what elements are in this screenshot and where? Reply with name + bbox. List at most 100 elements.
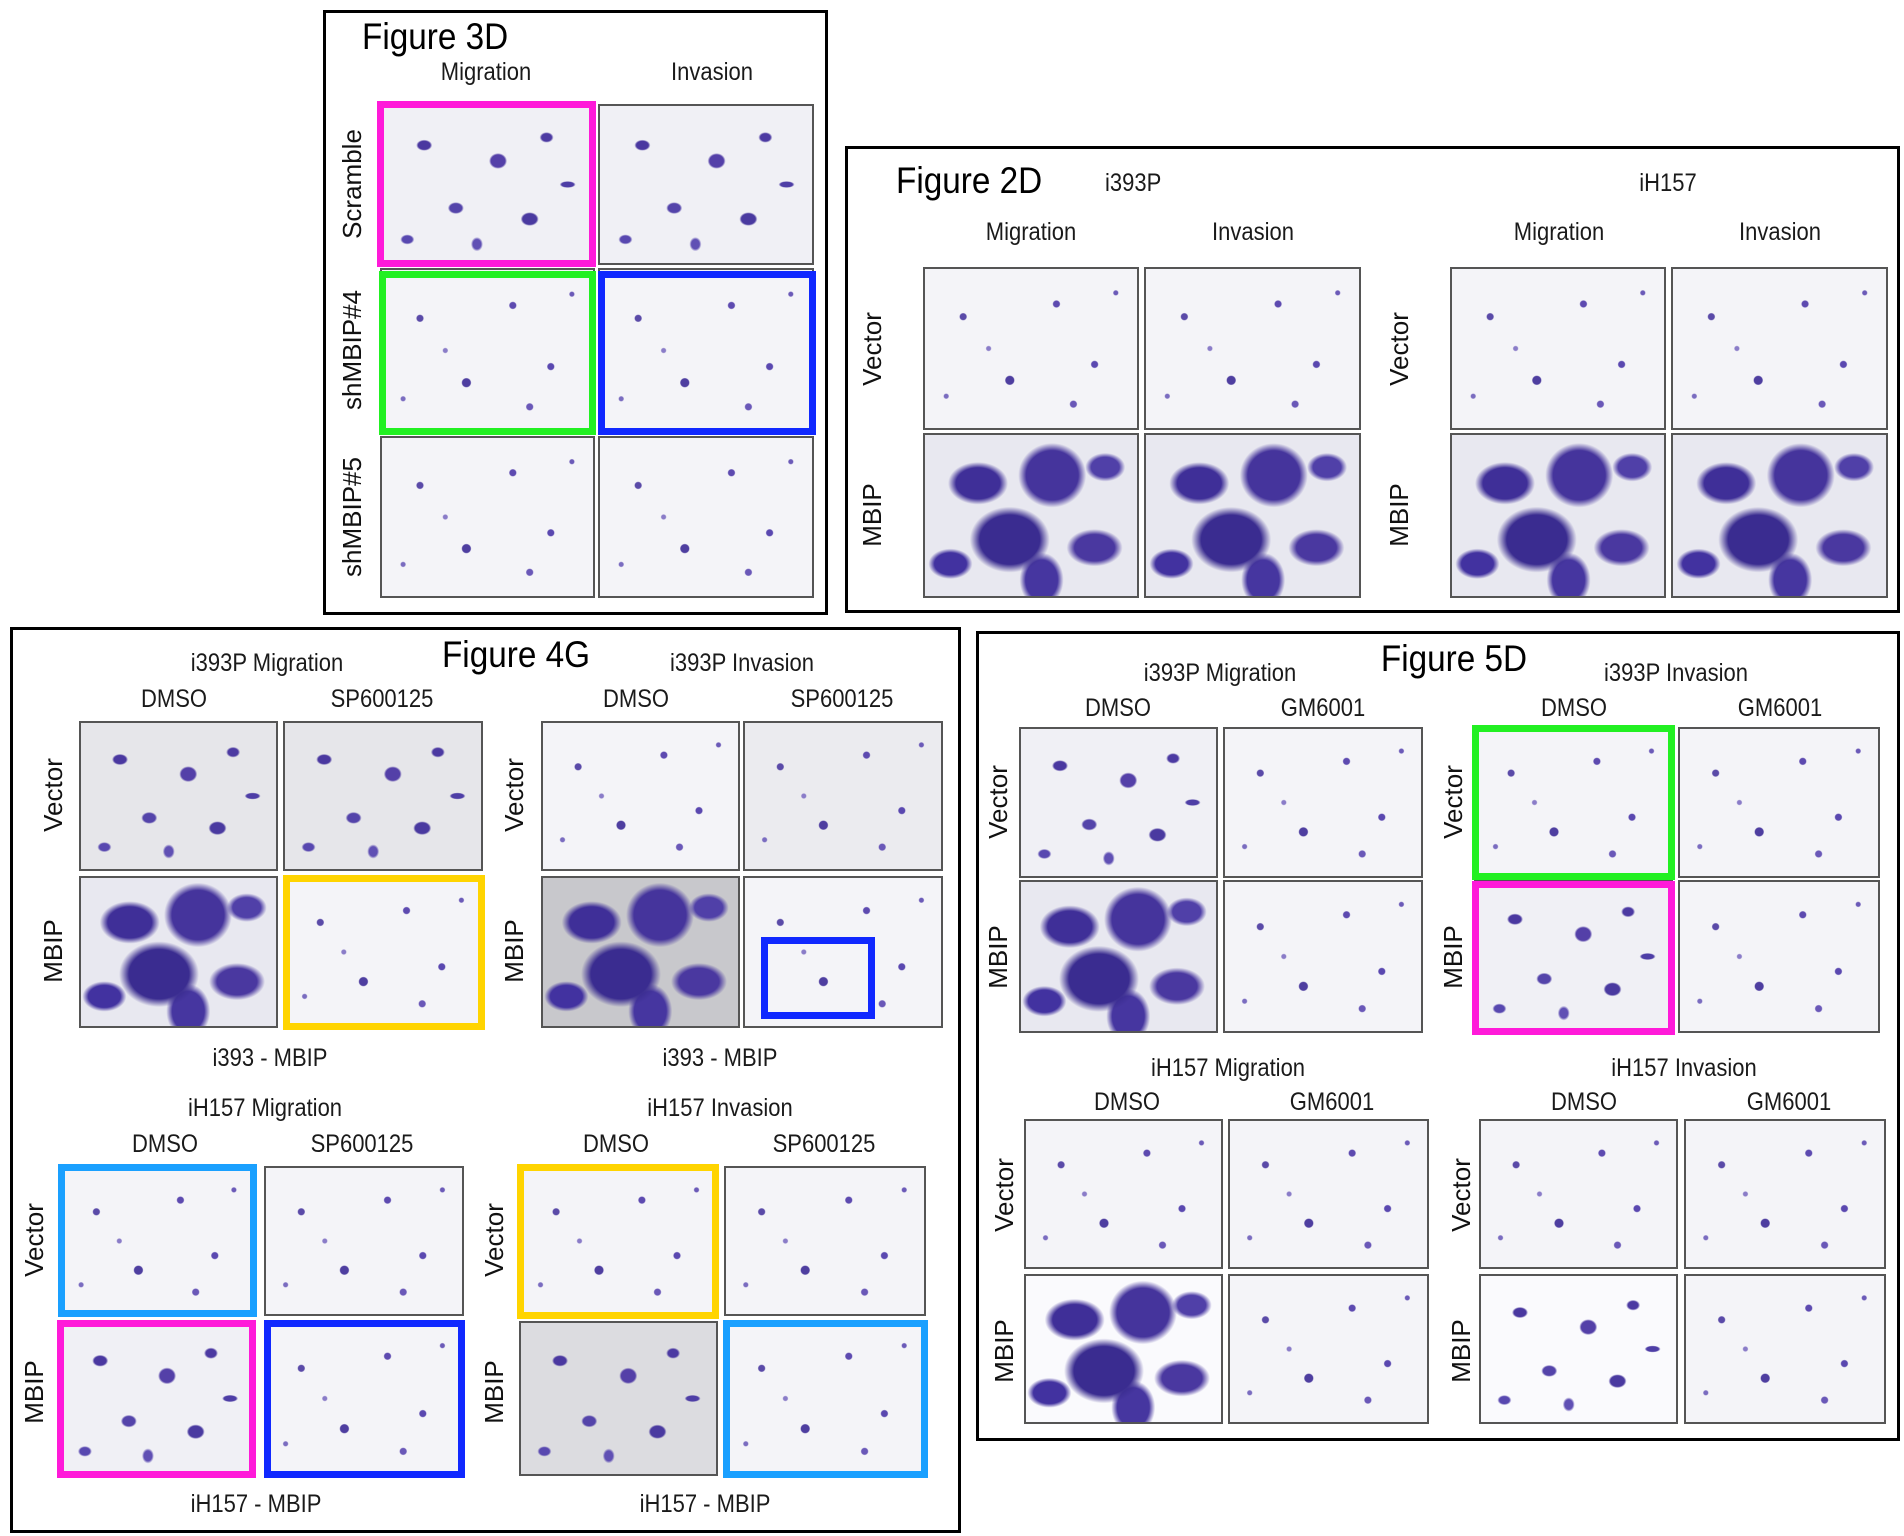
highlight-box-magenta [377,101,596,267]
micrograph-i393p-invasion-vector-gm6001 [1678,727,1880,878]
micrograph-ih157-migration-mbip-dmso [1024,1274,1223,1424]
micrograph-i393p-mbip-invasion [1144,433,1361,598]
micrograph-ih157-invasion-vector-gm6001 [1684,1119,1886,1269]
figure-3d-title: Figure 3D [362,16,509,57]
micrograph-i393p-invasion-mbip-gm6001 [1678,880,1880,1033]
row-label-mbip: MBIP [983,925,1013,989]
row-label-vector: Vector [38,758,68,832]
micrograph-i393p-invasion-mbip-dmso [1474,880,1673,1033]
column-label-dmso: DMSO [141,685,207,713]
column-label-ih157-invasion: Invasion [1739,218,1821,246]
micrograph-ih157-vector-invasion [1671,267,1888,430]
row-label-mbip: MBIP [1446,1319,1476,1383]
column-label-gm6001: GM6001 [1289,1088,1375,1116]
highlight-box-light-blue [723,1320,928,1478]
highlight-box-blue [264,1320,465,1478]
column-label-dmso: DMSO [1085,694,1151,722]
row-label-mbip: MBIP [989,1319,1019,1383]
micrograph-i393p-mbip-migration [923,433,1139,598]
micrograph-ih157-migration-vector-dmso [1024,1119,1223,1269]
micrograph-ih157-invasion-mbip-sp600125 [724,1321,926,1476]
micrograph-ih157-invasion-vector-dmso [519,1166,718,1316]
row-label-vector: Vector [1446,1158,1476,1232]
highlight-box-light-blue [58,1164,257,1317]
micrograph-ih157-invasion-mbip-gm6001 [1684,1274,1886,1424]
figure-5d-title: Figure 5D [1380,638,1528,679]
micrograph-ih157-migration-mbip-dmso [60,1321,255,1476]
micrograph-i393p-migration-vector-dmso [1019,727,1218,878]
highlight-box-green [1472,725,1675,880]
block-header-ih157-migration: iH157 Migration [187,1094,343,1122]
column-label-sp600125: SP600125 [330,685,434,713]
micrograph-ih157-migration-mbip-sp600125 [264,1321,464,1476]
column-label-i393p-migration: Migration [985,218,1077,246]
micrograph-ih157-migration-vector-gm6001 [1228,1119,1429,1269]
column-label-dmso: DMSO [132,1130,198,1158]
block-header-ih157-invasion: iH157 Invasion [647,1094,793,1122]
row-label-vector: Vector [989,1158,1019,1232]
micrograph-ih157-migration-vector-dmso [60,1166,255,1316]
micrograph-i393p-migration-mbip-dmso [1019,880,1218,1033]
highlight-box-magenta [57,1320,256,1478]
micrograph-ih157-invasion-vector-sp600125 [724,1166,926,1316]
micrograph-ih157-vector-migration [1450,267,1666,430]
row-label-vector: Vector [857,312,887,386]
highlight-box-magenta [1472,881,1675,1035]
row-label-vector: Vector [1384,312,1414,386]
footer-label-i393-mbip: i393 - MBIP [662,1044,778,1072]
group-label-i393p: i393P [1105,169,1162,197]
figure-4g-title: Figure 4G [441,634,591,675]
micrograph-i393p-migration-mbip-dmso [79,876,278,1028]
micrograph-ih157-invasion-mbip-dmso [1479,1274,1678,1424]
footer-label-i393-mbip: i393 - MBIP [212,1044,328,1072]
micrograph-ih157-mbip-migration [1450,433,1666,598]
row-label-vector: Vector [983,765,1013,839]
column-label-gm6001: GM6001 [1280,694,1366,722]
row-label-vector: Vector [479,1203,509,1277]
row-label-mbip: MBIP [1384,483,1414,547]
row-label-mbip: MBIP [1438,925,1468,989]
block-header-ih157-invasion: iH157 Invasion [1611,1054,1757,1082]
row-label-vector: Vector [19,1203,49,1277]
column-label-dmso: DMSO [583,1130,649,1158]
micrograph-ih157-invasion-vector-dmso [1479,1119,1678,1269]
row-label-shmbip4: shMBIP#4 [337,290,367,410]
row-label-vector: Vector [499,758,529,832]
micrograph-ih157-invasion-mbip-dmso [519,1321,718,1476]
micrograph-shmbip5-invasion [598,436,814,598]
micrograph-i393p-vector-invasion [1144,267,1361,430]
micrograph-shmbip5-migration [380,436,595,598]
highlight-box-yellow [517,1164,719,1319]
column-label-dmso: DMSO [1094,1088,1160,1116]
micrograph-i393p-migration-mbip-sp600125 [283,876,483,1028]
column-label-dmso: DMSO [1541,694,1607,722]
micrograph-scramble-invasion [598,104,814,265]
block-header-i393p-invasion: i393P Invasion [1604,659,1748,687]
column-label-sp600125: SP600125 [772,1130,876,1158]
micrograph-i393p-migration-mbip-gm6001 [1223,880,1423,1033]
row-label-mbip: MBIP [38,919,68,983]
highlight-box-blue [598,271,816,435]
row-label-shmbip5: shMBIP#5 [337,457,367,577]
row-label-mbip: MBIP [19,1360,49,1424]
highlight-box-yellow [283,875,485,1030]
row-label-vector: Vector [1438,765,1468,839]
micrograph-shmbip4-invasion [598,268,814,433]
figure-2d-title: Figure 2D [896,160,1043,201]
column-label-gm6001: GM6001 [1737,694,1823,722]
micrograph-i393p-invasion-mbip-sp600125 [743,876,943,1028]
micrograph-i393p-vector-migration [923,267,1139,430]
column-label-dmso: DMSO [603,685,669,713]
column-label-sp600125: SP600125 [310,1130,414,1158]
block-header-i393p-migration: i393P Migration [190,649,344,677]
micrograph-shmbip4-migration [380,268,595,433]
micrograph-i393p-invasion-vector-dmso [541,721,740,871]
footer-label-ih157-mbip: iH157 - MBIP [639,1490,771,1518]
column-label-migration: Migration [440,58,532,86]
column-label-dmso: DMSO [1551,1088,1617,1116]
block-header-i393p-migration: i393P Migration [1143,659,1297,687]
highlight-box-green [379,271,596,435]
row-label-scramble: Scramble [337,129,367,239]
micrograph-ih157-migration-mbip-gm6001 [1228,1274,1429,1424]
micrograph-i393p-invasion-vector-sp600125 [743,721,943,871]
